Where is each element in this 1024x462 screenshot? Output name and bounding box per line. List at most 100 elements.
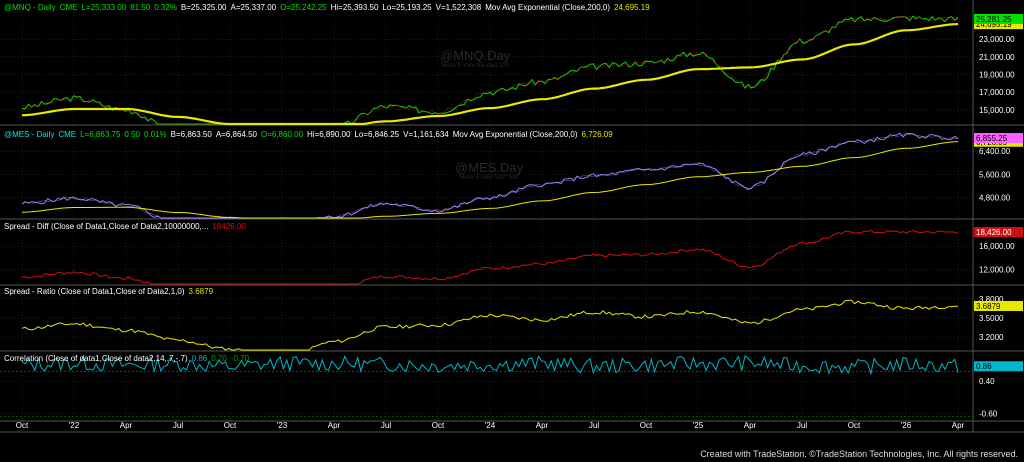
mnq-header-segment: @MNQ - Daily	[4, 3, 56, 12]
mnq-header: @MNQ - Daily CME L=25,333.00 81.50 0.32% B=25…	[4, 3, 654, 12]
mnq-watermark: @MNQ.Day Micro E-mini Nasdaq-100	[440, 48, 510, 69]
y-tick-label: 3.8000	[979, 295, 1004, 304]
mes-last-price-label-box	[974, 133, 1023, 144]
corr-header-segment: 0.86	[191, 354, 208, 363]
mnq-header-segment: Mov Avg Exponential (Close,200,0)	[485, 3, 611, 12]
mes-last-price-label: 6,855.25	[976, 134, 1008, 143]
mnq-header-segment: L=25,333.00	[81, 3, 127, 12]
x-tick-label: Oct	[16, 421, 29, 430]
mes-header-segment: Hi=6,890.00	[307, 130, 351, 139]
y-tick-label: 12,000.00	[979, 265, 1015, 274]
mes-header-segment: Mov Avg Exponential (Close,200,0)	[452, 130, 578, 139]
y-tick-label: 5,600.00	[979, 170, 1011, 179]
mes-header: @MES - Daily CME L=6,863.75 0.50 0.01% B=6,86…	[4, 130, 617, 139]
corr-header-segment: Correlation (Close of data1,Close of dat…	[4, 354, 188, 363]
diff-header: Spread - Diff (Close of Data1,Close of D…	[4, 222, 250, 231]
x-tick-label: Jul	[381, 421, 391, 430]
x-tick-label: Apr	[744, 421, 757, 430]
y-tick-label: 4,800.00	[979, 194, 1011, 203]
mes-header-segment: B=6,863.50	[170, 130, 212, 139]
x-tick-label: Oct	[224, 421, 237, 430]
y-tick-label: 6,400.00	[979, 147, 1011, 156]
x-tick-label: Apr	[952, 421, 965, 430]
mes-header-segment: L=6,863.75	[80, 130, 121, 139]
mes-header-segment: 0.50	[124, 130, 140, 139]
correlation-line	[21, 355, 959, 376]
mnq-watermark-symbol: @MNQ.Day	[440, 48, 511, 63]
x-tick-label: Apr	[536, 421, 549, 430]
y-tick-label: -0.60	[979, 410, 998, 419]
mnq-header-segment: V=1,522,308	[435, 3, 482, 12]
y-tick-label: 0.40	[979, 377, 995, 386]
mes-header-segment: 0.01%	[143, 130, 167, 139]
ratio-header-segment: 3.6879	[188, 287, 214, 296]
x-tick-label: Jul	[589, 421, 599, 430]
ratio-last-label: 3.6879	[976, 302, 1001, 311]
y-tick-label: 17,000.00	[979, 88, 1015, 97]
x-tick-label: Oct	[432, 421, 445, 430]
mnq-header-segment: B=25,325.00	[180, 3, 227, 12]
ratio-last-label-box	[974, 300, 1023, 311]
mes-header-segment: A=6,864.50	[215, 130, 257, 139]
ratio-header-segment: Spread - Ratio (Close of Data1,Close of …	[4, 287, 185, 296]
mes-header-segment: Lo=6,846.25	[354, 130, 400, 139]
mnq-header-segment: CME	[59, 3, 78, 12]
x-tick-label: Apr	[120, 421, 133, 430]
corr-header-segment: -0.70	[230, 354, 250, 363]
corr-last-label-box	[974, 361, 1023, 372]
x-tick-label: Oct	[640, 421, 653, 430]
mes-watermark-symbol: @MES.Day	[455, 160, 524, 175]
mnq-watermark-desc: Micro E-mini Nasdaq-100	[441, 63, 509, 69]
x-tick-label: Apr	[328, 421, 341, 430]
mnq-header-segment: 24,695.19	[614, 3, 650, 12]
mnq-header-segment: A=25,337.00	[230, 3, 277, 12]
spread-ratio-line	[21, 299, 958, 351]
diff-header-segment: 18426.00	[212, 222, 246, 231]
mnq-last-price-label-box	[974, 13, 1023, 24]
mnq-ema-price-label-box	[974, 19, 1023, 30]
diff-header-segment: Spread - Diff (Close of Data1,Close of D…	[4, 222, 209, 231]
x-tick-label: Jul	[173, 421, 183, 430]
mes-ema-line	[21, 141, 958, 219]
corr-header-segment: 0.70	[211, 354, 227, 363]
mnq-header-segment: O=25,242.25	[280, 3, 327, 12]
y-tick-label: 21,000.00	[979, 53, 1015, 62]
diff-last-label-box	[974, 227, 1023, 238]
y-tick-label: 19,000.00	[979, 70, 1015, 79]
mnq-down-bars	[21, 15, 959, 125]
x-tick-label: '22	[69, 421, 80, 430]
mnq-header-segment: 81.50	[130, 3, 151, 12]
mes-watermark: @MES.Day Micro E-mini S&P 500	[455, 160, 523, 181]
mnq-header-segment: Hi=25,393.50	[330, 3, 379, 12]
mes-header-segment: @MES - Daily	[4, 130, 55, 139]
mnq-header-segment: Lo=25,193.25	[382, 3, 432, 12]
mes-highlight-bars	[21, 133, 959, 219]
mes-watermark-desc: Micro E-mini S&P 500	[459, 175, 519, 181]
mes-header-segment: 6,726.09	[581, 130, 613, 139]
x-tick-label: '24	[485, 421, 496, 430]
mes-header-segment: O=6,860.00	[260, 130, 304, 139]
y-tick-label: 3.2000	[979, 333, 1004, 342]
y-tick-label: 23,000.00	[979, 35, 1015, 44]
mnq-ema-price-label: 24,695.19	[976, 20, 1012, 29]
x-tick-label: '23	[277, 421, 288, 430]
x-tick-label: '26	[901, 421, 912, 430]
mnq-last-price-label: 25,281.25	[976, 15, 1012, 24]
corr-last-label: 0.86	[976, 362, 992, 371]
spread-diff-line	[21, 229, 959, 285]
x-tick-label: Oct	[848, 421, 861, 430]
y-tick-label: 3.5000	[979, 314, 1004, 323]
corr-header: Correlation (Close of data1,Close of dat…	[4, 354, 253, 363]
mnq-header-segment: 0.32%	[154, 3, 177, 12]
x-tick-label: Jul	[797, 421, 807, 430]
ratio-header: Spread - Ratio (Close of Data1,Close of …	[4, 287, 217, 296]
mes-header-segment: V=1,161,634	[403, 130, 449, 139]
mes-header-segment: CME	[58, 130, 77, 139]
footer-copyright: Created with TradeStation. ©TradeStation…	[700, 449, 1018, 459]
x-tick-label: '25	[693, 421, 704, 430]
diff-last-label: 18,426.00	[976, 228, 1012, 237]
y-tick-label: 16,000.00	[979, 242, 1015, 251]
y-tick-label: 15,000.00	[979, 106, 1015, 115]
